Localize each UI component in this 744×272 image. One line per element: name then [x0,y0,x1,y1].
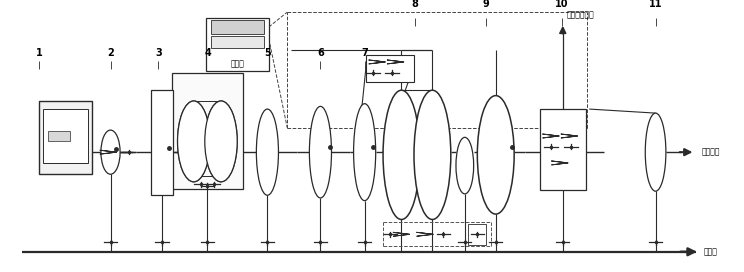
Bar [206,17,269,71]
Bar [172,73,243,188]
Bar [211,20,264,34]
Text: 8: 8 [411,0,418,10]
Text: 2: 2 [107,48,114,58]
Bar [366,55,414,82]
Text: 7: 7 [362,48,368,58]
Text: 排污口: 排污口 [704,247,717,256]
Text: 9: 9 [483,0,490,10]
Ellipse shape [414,90,451,220]
Text: 1: 1 [36,48,42,58]
Bar [42,109,89,163]
Bar [39,101,92,174]
Ellipse shape [353,104,376,201]
Text: 5: 5 [264,48,271,58]
Text: 10: 10 [555,0,568,10]
Ellipse shape [645,113,666,191]
Text: 控制仪: 控制仪 [231,59,245,68]
Text: 3: 3 [155,48,161,58]
Bar [468,224,486,245]
Text: 氧气出口: 氧气出口 [702,148,719,157]
Ellipse shape [178,101,210,182]
Ellipse shape [383,90,420,220]
Text: 6: 6 [317,48,324,58]
Ellipse shape [257,109,278,195]
Text: 智能放空出口: 智能放空出口 [566,10,594,19]
Ellipse shape [456,137,474,194]
Text: 11: 11 [649,0,662,10]
Ellipse shape [478,96,514,214]
Ellipse shape [310,106,332,198]
Bar [151,90,173,195]
Ellipse shape [205,101,237,182]
Bar [540,109,586,190]
Ellipse shape [178,101,210,182]
Text: 4: 4 [205,48,212,58]
Bar [211,36,264,48]
Ellipse shape [205,101,237,182]
Bar [48,131,70,141]
Ellipse shape [101,130,120,174]
